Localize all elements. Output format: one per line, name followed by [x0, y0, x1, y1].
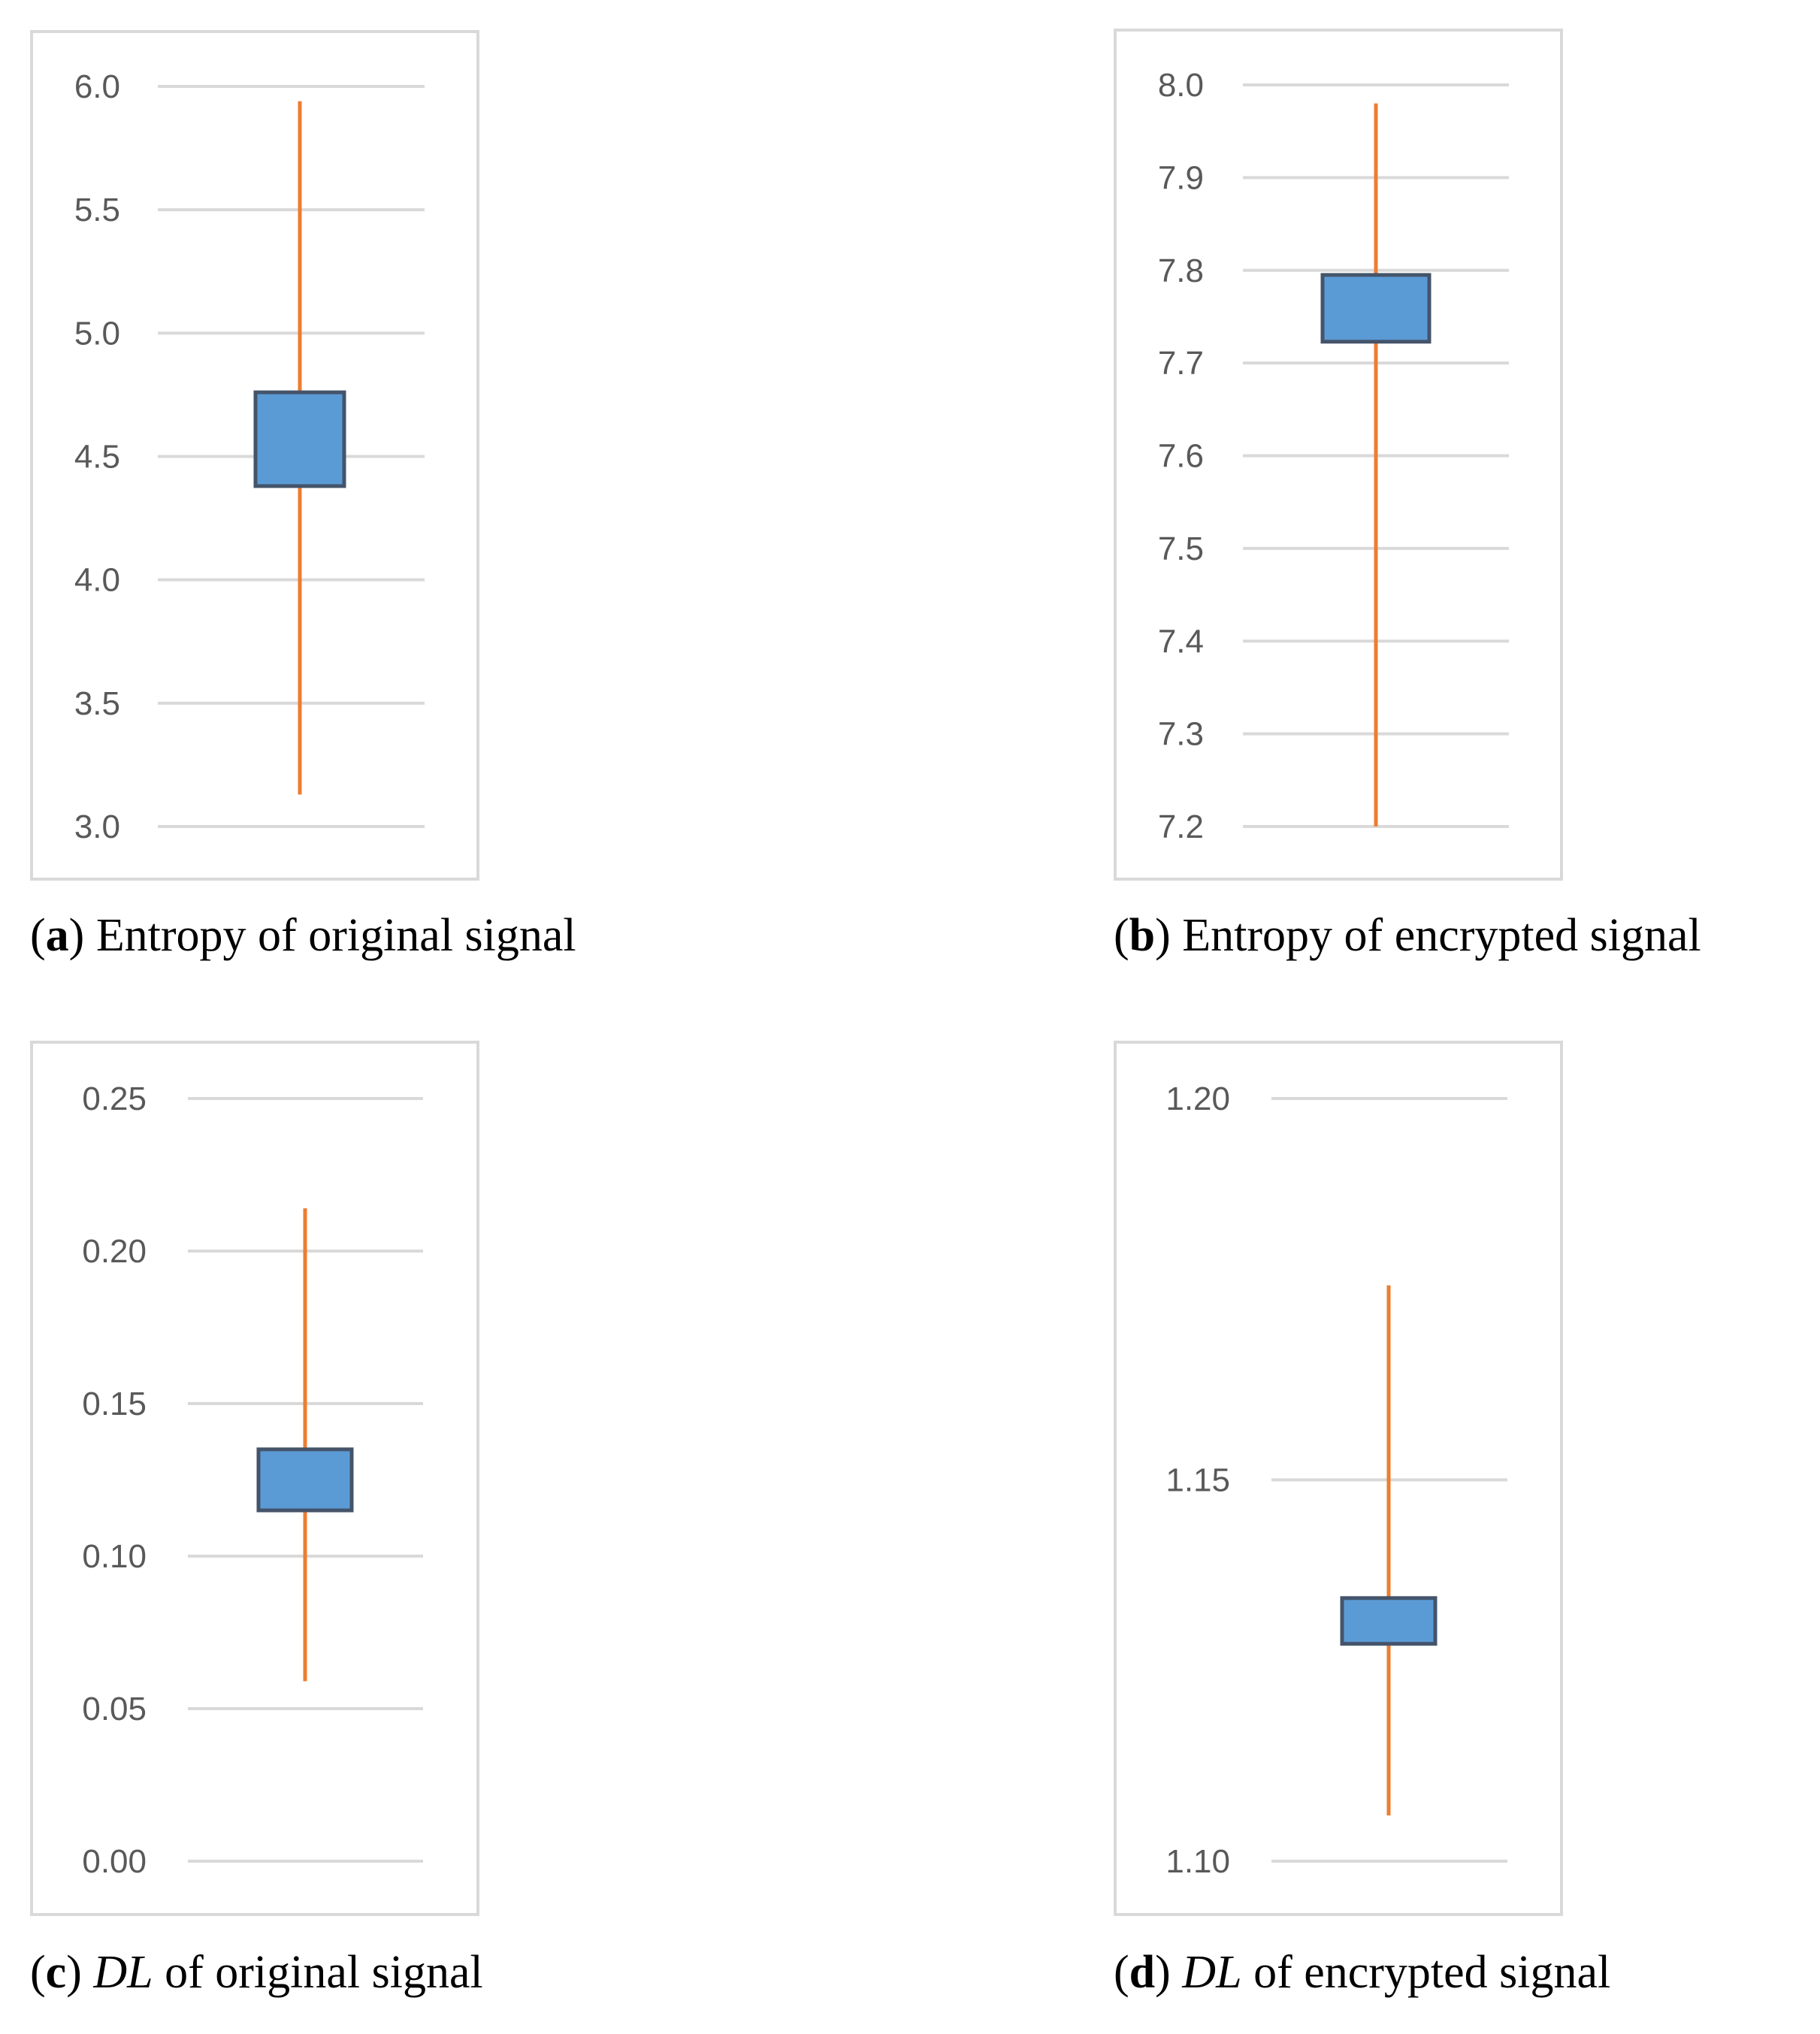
y-tick-label: 7.6: [1158, 438, 1204, 475]
y-tick-label: 1.15: [1165, 1462, 1230, 1499]
caption-d: (d) DL of encrypted signal: [1114, 1947, 1611, 1998]
y-tick-label: 3.0: [74, 808, 120, 845]
box: [1340, 1596, 1438, 1646]
chart-b: 7.2 7.3 7.4 7.5 7.6 7.7 7.8 7.9 8.0: [1158, 67, 1509, 845]
caption-letter: b: [1129, 910, 1156, 961]
y-tick-label: 1.20: [1165, 1080, 1230, 1117]
y-tick-label: 7.2: [1158, 808, 1204, 845]
caption-c: (c) DL of original signal: [30, 1947, 483, 1998]
caption-symbol: DL: [1182, 1947, 1242, 1998]
y-tick-label: 5.5: [74, 192, 120, 228]
y-tick-label: 7.4: [1158, 623, 1204, 660]
y-tick-label: 7.3: [1158, 716, 1204, 753]
y-tick-label: 0.05: [82, 1691, 147, 1727]
caption-symbol: DL: [93, 1947, 153, 1998]
y-tick-label: 3.5: [74, 685, 120, 722]
panel-c: 0.00 0.05 0.10 0.15 0.20 0.25 (c) DL of origi…: [30, 1041, 483, 1998]
box: [253, 390, 346, 488]
caption-letter: c: [45, 1947, 67, 1998]
caption-letter: a: [45, 910, 69, 961]
y-tick-label: 0.10: [82, 1538, 147, 1575]
caption-letter: d: [1129, 1947, 1156, 1998]
caption-text: of encrypted signal: [1241, 1947, 1611, 1998]
y-tick-label: 7.7: [1158, 345, 1204, 382]
y-tick-label: 0.00: [82, 1843, 147, 1880]
panel-a: 3.0 3.5 4.0 4.5 5.0 5.5 6.0 (a) Entropy of ori…: [0, 0, 910, 1007]
caption-text: Entropy of original signal: [95, 910, 576, 961]
chart-frame-c: [30, 1041, 479, 1916]
caption-a: (a) Entropy of original signal: [30, 910, 576, 961]
y-tick-label: 0.25: [82, 1080, 147, 1117]
y-tick-label: 7.5: [1158, 530, 1204, 567]
y-tick-label: 7.9: [1158, 159, 1204, 196]
box: [256, 1447, 354, 1513]
y-tick-label: 6.0: [74, 68, 120, 105]
y-tick-label: 0.20: [82, 1233, 147, 1270]
caption-text: of original signal: [153, 1947, 483, 1998]
y-tick-label: 5.0: [74, 315, 120, 352]
y-tick-label: 4.5: [74, 439, 120, 476]
chart-c: 0.00 0.05 0.10 0.15 0.20 0.25: [82, 1080, 423, 1880]
chart-d: 1.10 1.15 1.20: [1165, 1080, 1507, 1880]
y-tick-label: 8.0: [1158, 67, 1204, 104]
y-tick-label: 7.8: [1158, 252, 1204, 289]
panel-b: 7.2 7.3 7.4 7.5 7.6 7.7 7.8 7.9 8.0 (b) Entropy …: [0, 0, 1820, 1007]
y-tick-label: 4.0: [74, 562, 120, 599]
caption-text: Entropy of encrypted signal: [1182, 910, 1701, 961]
y-tick-label: 0.15: [82, 1386, 147, 1422]
box: [1320, 273, 1432, 344]
y-tick-label: 1.10: [1165, 1843, 1230, 1880]
caption-b: (b) Entropy of encrypted signal: [1114, 910, 1701, 961]
chart-a: 3.0 3.5 4.0 4.5 5.0 5.5 6.0: [74, 68, 425, 845]
